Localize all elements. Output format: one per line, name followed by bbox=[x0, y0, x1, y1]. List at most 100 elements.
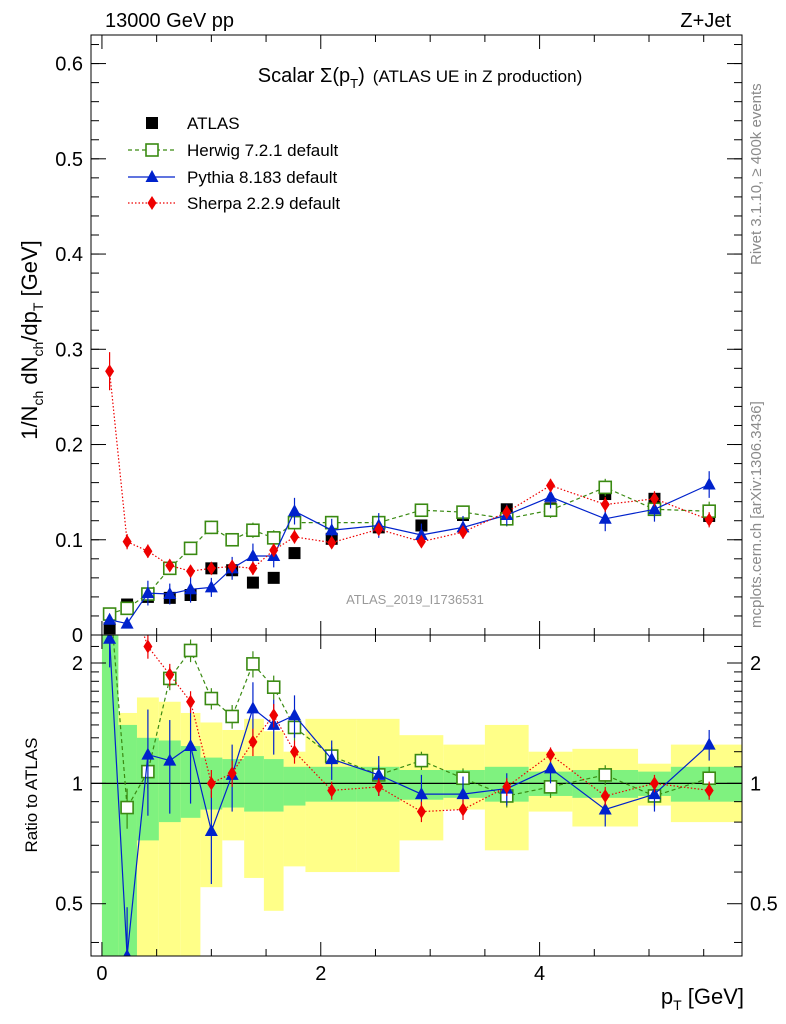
ratio-point-sherpa bbox=[186, 694, 196, 709]
main-line-sherpa bbox=[109, 371, 710, 572]
legend: ATLAS Herwig 7.2.1 default Pythia 8.183 … bbox=[128, 114, 340, 213]
main-point-herwig bbox=[120, 601, 134, 616]
analysis-watermark: ATLAS_2019_I1736531 bbox=[346, 592, 484, 607]
legend-marker-atlas bbox=[146, 117, 158, 129]
ratio-ytick-label: 0.5 bbox=[55, 894, 83, 916]
mcplots-label: mcplots.cern.ch [arXiv:1306.3436] bbox=[748, 401, 765, 628]
ratio-point-pythia bbox=[414, 787, 428, 800]
ratio-plot-frame bbox=[90, 634, 743, 957]
main-point-pythia bbox=[103, 612, 117, 625]
ratio-point-pythia bbox=[456, 787, 470, 800]
main-point-atlas bbox=[288, 547, 301, 560]
ratio-point-herwig bbox=[104, 587, 116, 599]
legend-label-herwig: Herwig 7.2.1 default bbox=[187, 141, 338, 160]
main-point-sherpa bbox=[649, 491, 659, 506]
main-point-sherpa bbox=[374, 522, 384, 537]
main-ytick-label: 0.2 bbox=[55, 435, 83, 457]
syst-band bbox=[263, 731, 284, 911]
main-point-sherpa bbox=[704, 512, 714, 527]
legend-entry-herwig: Herwig 7.2.1 default bbox=[128, 141, 338, 160]
ratio-ytick-label-right: 0.5 bbox=[750, 894, 778, 916]
ratio-ytick-label-right: 2 bbox=[750, 653, 761, 675]
main-point-pythia bbox=[120, 616, 134, 629]
ratio-point-pythia bbox=[103, 635, 117, 644]
main-point-atlas bbox=[267, 571, 280, 584]
ratio-ytick-label-right: 1 bbox=[750, 773, 761, 795]
legend-marker-pythia bbox=[145, 170, 159, 182]
main-point-herwig bbox=[246, 523, 260, 538]
legend-label-pythia: Pythia 8.183 default bbox=[187, 168, 338, 187]
ratio-point-pythia bbox=[163, 753, 177, 766]
uncertainty-bands bbox=[101, 635, 742, 956]
main-point-herwig bbox=[598, 480, 613, 495]
ratio-point-herwig bbox=[598, 768, 613, 782]
ratio-point-sherpa bbox=[227, 766, 237, 781]
main-point-sherpa bbox=[546, 478, 556, 493]
main-point-pythia bbox=[414, 528, 428, 540]
main-point-atlas bbox=[246, 576, 259, 589]
legend-entry-sherpa: Sherpa 2.2.9 default bbox=[128, 194, 340, 213]
main-point-herwig bbox=[414, 503, 429, 518]
main-point-pythia bbox=[544, 489, 558, 502]
ratio-point-sherpa bbox=[105, 136, 114, 150]
main-point-pythia bbox=[325, 523, 339, 536]
ratio-xtick-label: 4 bbox=[534, 963, 545, 985]
ratio-point-pythia bbox=[598, 802, 612, 815]
main-series-herwig bbox=[102, 478, 716, 621]
main-point-pythia bbox=[702, 477, 716, 490]
ratio-point-herwig bbox=[204, 691, 219, 706]
ratio-point-herwig bbox=[225, 709, 239, 724]
ratio-point-sherpa bbox=[704, 783, 714, 798]
ratio-point-pythia bbox=[123, 949, 131, 956]
main-ytick-label: 0.6 bbox=[55, 54, 83, 76]
ratio-point-herwig bbox=[183, 643, 198, 658]
ratio-point-sherpa bbox=[649, 776, 659, 791]
main-point-sherpa bbox=[143, 544, 153, 559]
legend-label-sherpa: Sherpa 2.2.9 default bbox=[187, 194, 340, 213]
main-ytick-label: 0.1 bbox=[55, 530, 83, 552]
legend-marker-sherpa bbox=[147, 196, 157, 210]
main-point-sherpa bbox=[105, 364, 115, 379]
ratio-point-sherpa bbox=[416, 804, 426, 819]
main-point-pythia bbox=[288, 504, 302, 517]
main-point-sherpa bbox=[290, 529, 300, 544]
main-series-atlas bbox=[103, 488, 716, 635]
ratio-point-pythia bbox=[372, 767, 386, 780]
ratio-point-pythia bbox=[702, 737, 716, 750]
ratio-point-pythia bbox=[544, 761, 558, 774]
main-point-sherpa bbox=[269, 543, 279, 558]
plot-title: Scalar Σ(pT) (ATLAS UE in Z production) bbox=[258, 65, 582, 91]
main-point-herwig bbox=[225, 532, 239, 547]
main-point-sherpa bbox=[600, 497, 610, 512]
main-point-pythia bbox=[598, 511, 612, 524]
stat-band bbox=[283, 766, 306, 806]
ratio-xtick-label: 0 bbox=[96, 963, 107, 985]
ratio-axes: 0.5 0.5 1 1 2 2 0 2 4 bbox=[55, 635, 778, 985]
main-series-sherpa bbox=[105, 352, 714, 579]
main-point-sherpa bbox=[502, 505, 512, 520]
ratio-series-sherpa bbox=[105, 136, 714, 823]
main-ytick-label: 0 bbox=[72, 625, 83, 647]
ratio-point-pythia bbox=[246, 701, 260, 714]
ratio-point-pythia bbox=[288, 708, 302, 721]
ratio-point-sherpa bbox=[206, 776, 216, 791]
ratio-y-axis-label: Ratio to ATLAS bbox=[22, 738, 41, 853]
main-point-pythia bbox=[141, 586, 155, 599]
main-ytick-label: 0.4 bbox=[55, 244, 83, 266]
main-point-sherpa bbox=[165, 558, 175, 573]
main-point-pythia bbox=[204, 580, 218, 593]
main-plot-area bbox=[102, 352, 716, 635]
main-point-sherpa bbox=[458, 525, 468, 540]
legend-label-atlas: ATLAS bbox=[187, 114, 240, 133]
ratio-point-herwig bbox=[414, 753, 429, 768]
ratio-line-sherpa bbox=[143, 635, 710, 813]
ratio-point-pythia bbox=[204, 824, 218, 837]
stat-band bbox=[118, 724, 137, 956]
ratio-xtick-label: 2 bbox=[315, 963, 326, 985]
ratio-ytick-label: 1 bbox=[72, 773, 83, 795]
ratio-point-herwig bbox=[246, 657, 260, 671]
y-axis-label: 1/Nch dNch/dpT [GeV] bbox=[17, 240, 46, 440]
main-point-sherpa bbox=[186, 564, 196, 579]
header-left: 13000 GeV pp bbox=[105, 10, 234, 32]
